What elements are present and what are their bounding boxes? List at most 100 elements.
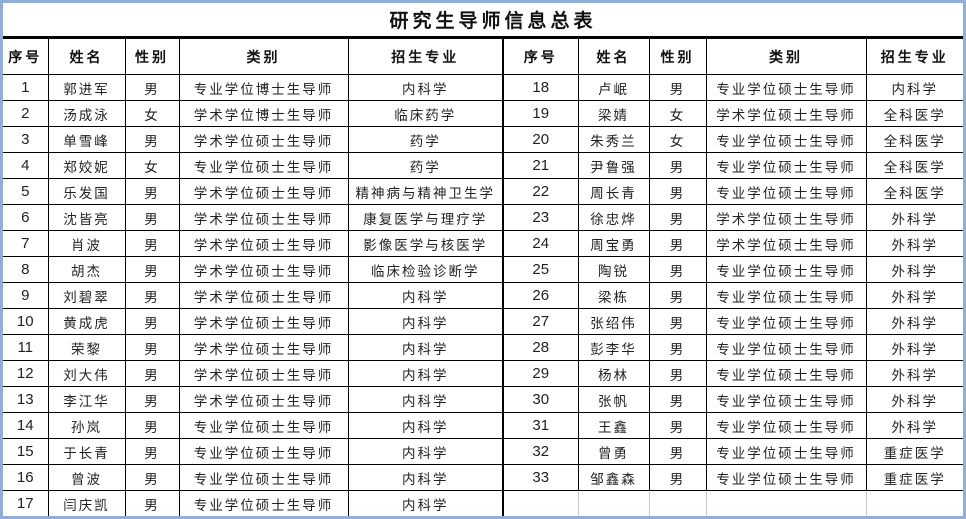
table-row: 13 李江华男学术学位硕士生导师 内科学 30 张帆男专业学位硕士生导师 外科学: [3, 386, 963, 413]
cell-index: 12: [3, 360, 49, 387]
cell-gender: 男: [124, 464, 180, 491]
cell-name: 郑姣妮: [47, 152, 126, 179]
table-row: 14 孙岚男专业学位硕士生导师 内科学 31 王鑫男专业学位硕士生导师 外科学: [3, 412, 963, 439]
cell-category: 专业学位硕士生导师: [178, 152, 349, 179]
cell-index: 1: [3, 74, 49, 101]
cell-major: 内科学: [347, 360, 504, 387]
cell-gender: 女: [124, 152, 180, 179]
cell-major: 内科学: [347, 412, 504, 439]
cell-name: 张帆: [577, 386, 650, 413]
cell-major: 外科学: [865, 230, 963, 257]
cell-gender: 女: [648, 126, 707, 153]
cell-major: 内科学: [347, 438, 504, 465]
cell-index: 6: [3, 204, 49, 231]
cell-name: 闫庆凯: [47, 490, 126, 516]
cell-major: 外科学: [865, 256, 963, 283]
table-row: 6 沈皆亮男学术学位硕士生导师 康复医学与理疗学 23 徐忠烨男学术学位硕士生导师 外科学: [3, 204, 963, 231]
cell-index: 7: [3, 230, 49, 257]
cell-name: 于长青: [47, 438, 126, 465]
header-major: 招生专业: [865, 38, 963, 75]
cell-gender: 女: [648, 100, 707, 127]
cell-gender: 男: [124, 490, 180, 516]
cell-major: 外科学: [865, 412, 963, 439]
cell-name: 胡杰: [47, 256, 126, 283]
cell-index: 30: [502, 386, 579, 413]
cell-gender: 男: [648, 204, 707, 231]
cell-gender: 男: [124, 74, 180, 101]
cell-name: 曾勇: [577, 438, 650, 465]
cell-major: 内科学: [347, 490, 504, 516]
advisor-table: 序号 姓名 性别 类别 招生专业 序号 姓名 性别 类别 招生专业 1 郭进军男专…: [3, 38, 963, 516]
cell-category: 学术学位博士生导师: [178, 100, 349, 127]
cell-name: 曾波: [47, 464, 126, 491]
cell-index: 3: [3, 126, 49, 153]
cell-category: 专业学位硕士生导师: [178, 490, 349, 516]
cell-name: 沈皆亮: [47, 204, 126, 231]
header-gender: 性别: [648, 38, 707, 75]
cell-name: 单雪峰: [47, 126, 126, 153]
cell-name: 郭进军: [47, 74, 126, 101]
cell-name: 荣黎: [47, 334, 126, 361]
cell-category: 学术学位硕士生导师: [178, 256, 349, 283]
cell-index: 18: [502, 74, 579, 101]
cell-index: [502, 490, 579, 516]
cell-index: 14: [3, 412, 49, 439]
cell-name: 张绍伟: [577, 308, 650, 335]
cell-index: 15: [3, 438, 49, 465]
cell-category: 专业学位硕士生导师: [705, 412, 867, 439]
cell-category: 学术学位硕士生导师: [705, 230, 867, 257]
cell-index: 32: [502, 438, 579, 465]
cell-name: 王鑫: [577, 412, 650, 439]
cell-name: 周长青: [577, 178, 650, 205]
cell-gender: 男: [124, 308, 180, 335]
cell-gender: 男: [124, 204, 180, 231]
table-row: 17 闫庆凯男专业学位硕士生导师 内科学: [3, 490, 963, 516]
cell-major: 内科学: [347, 386, 504, 413]
cell-index: 11: [3, 334, 49, 361]
cell-category: 专业学位硕士生导师: [705, 152, 867, 179]
cell-index: 21: [502, 152, 579, 179]
table-row: 11 荣黎男学术学位硕士生导师 内科学 28 彭李华男专业学位硕士生导师 外科学: [3, 334, 963, 361]
header-category: 类别: [178, 38, 349, 75]
cell-index: 10: [3, 308, 49, 335]
header-row: 序号 姓名 性别 类别 招生专业 序号 姓名 性别 类别 招生专业: [3, 38, 963, 75]
cell-category: 专业学位硕士生导师: [705, 126, 867, 153]
cell-name: 邹鑫森: [577, 464, 650, 491]
header-category: 类别: [705, 38, 867, 75]
cell-category: 专业学位博士生导师: [178, 74, 349, 101]
cell-category: 专业学位硕士生导师: [705, 308, 867, 335]
cell-major: 康复医学与理疗学: [347, 204, 504, 231]
cell-gender: 男: [648, 360, 707, 387]
cell-name: [577, 490, 650, 516]
cell-name: 周宝勇: [577, 230, 650, 257]
cell-name: 黄成虎: [47, 308, 126, 335]
cell-category: 专业学位硕士生导师: [705, 178, 867, 205]
cell-gender: 男: [648, 334, 707, 361]
cell-category: 专业学位硕士生导师: [705, 282, 867, 309]
cell-category: 学术学位硕士生导师: [178, 230, 349, 257]
cell-major: 全科医学: [865, 152, 963, 179]
header-index: 序号: [3, 38, 49, 75]
table-row: 5 乐发国男学术学位硕士生导师 精神病与精神卫生学 22 周长青男专业学位硕士生导师 全科…: [3, 178, 963, 205]
cell-name: 陶锐: [577, 256, 650, 283]
table-row: 12 刘大伟男学术学位硕士生导师 内科学 29 杨林男专业学位硕士生导师 外科学: [3, 360, 963, 387]
cell-major: 临床检验诊断学: [347, 256, 504, 283]
cell-gender: 男: [124, 256, 180, 283]
cell-name: 刘大伟: [47, 360, 126, 387]
cell-category: 学术学位硕士生导师: [178, 204, 349, 231]
cell-name: 卢岷: [577, 74, 650, 101]
cell-major: 内科学: [347, 74, 504, 101]
cell-major: 外科学: [865, 360, 963, 387]
cell-gender: 男: [124, 282, 180, 309]
cell-gender: 男: [124, 178, 180, 205]
cell-major: 外科学: [865, 386, 963, 413]
cell-major: 外科学: [865, 204, 963, 231]
cell-category: 学术学位硕士生导师: [705, 204, 867, 231]
cell-gender: 男: [648, 256, 707, 283]
cell-index: 33: [502, 464, 579, 491]
header-gender: 性别: [124, 38, 180, 75]
cell-index: 16: [3, 464, 49, 491]
cell-gender: 男: [124, 412, 180, 439]
cell-category: 专业学位硕士生导师: [705, 360, 867, 387]
